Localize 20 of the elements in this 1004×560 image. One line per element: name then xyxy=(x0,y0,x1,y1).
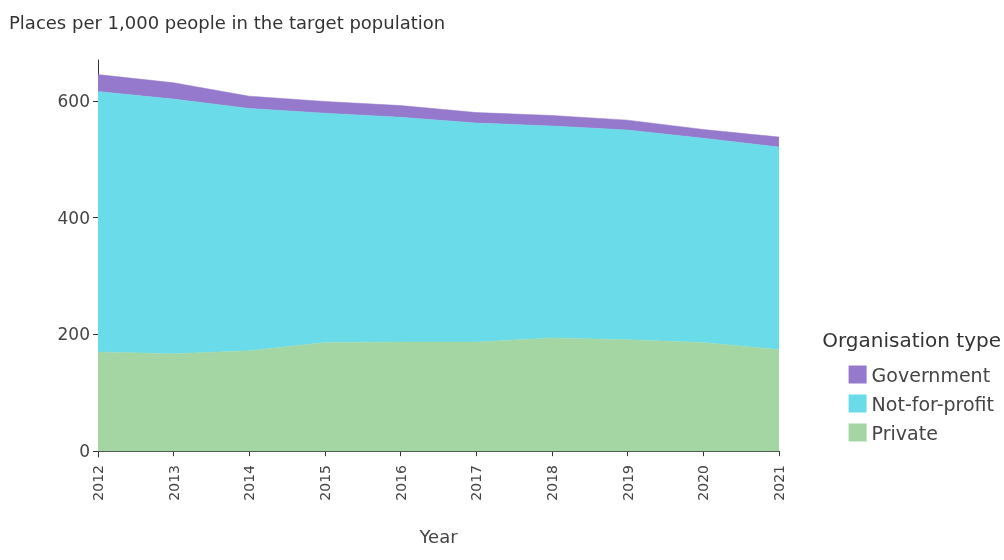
legend-label: Government xyxy=(871,363,991,386)
x-axis-title: Year xyxy=(418,525,459,547)
y-tick-label: 400 xyxy=(57,207,90,228)
x-tick-label: 2018 xyxy=(544,465,560,501)
legend-label: Not-for-profit xyxy=(871,392,994,415)
y-tick-label: 200 xyxy=(57,324,90,345)
x-tick-label: 2019 xyxy=(619,465,636,501)
legend-label: Private xyxy=(871,421,938,444)
x-tick-label: 2015 xyxy=(317,465,333,501)
x-tick-label: 2020 xyxy=(695,465,712,501)
y-tick-label: 600 xyxy=(57,90,90,111)
x-tick-label: 2012 xyxy=(90,465,106,501)
x-tick-label: 2013 xyxy=(165,465,182,501)
x-tick-label: 2021 xyxy=(771,465,787,501)
x-tick-label: 2017 xyxy=(468,465,485,501)
legend-title: Organisation type xyxy=(822,328,1002,352)
y-tick-label: 0 xyxy=(79,441,90,462)
x-tick-label: 2014 xyxy=(241,464,258,501)
x-tick-label: 2016 xyxy=(392,464,409,501)
chart-title: Places per 1,000 people in the target population xyxy=(9,11,446,33)
